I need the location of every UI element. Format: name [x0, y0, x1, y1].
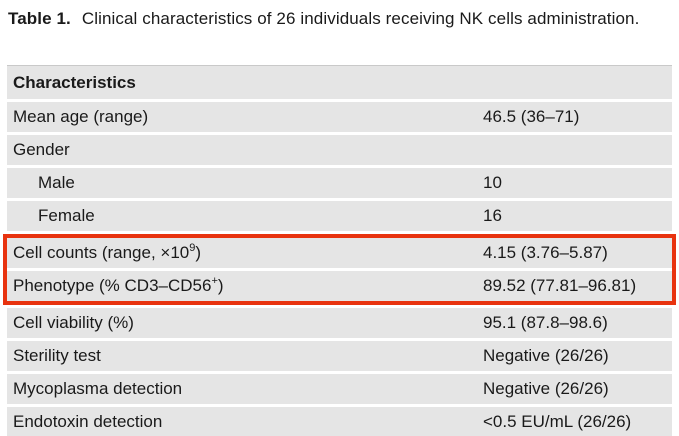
row-value: 16 [483, 206, 502, 225]
row-label-text: Cell counts (range, ×10 [13, 243, 190, 262]
row-label-text: Gender [13, 140, 70, 159]
row-label: Mycoplasma detection [7, 374, 182, 404]
table-row: Sterility test Negative (26/26) [7, 341, 672, 371]
row-value: 95.1 (87.8–98.6) [483, 313, 608, 332]
row-label-text: Mean age (range) [13, 107, 149, 126]
row-label: Gender [7, 135, 70, 165]
row-label: Cell viability (%) [7, 308, 134, 338]
table-row: Endotoxin detection <0.5 EU/mL (26/26) [7, 407, 672, 436]
table-row: Mean age (range) 46.5 (36–71) [7, 102, 672, 132]
table-caption-text: Clinical characteristics of 26 individua… [81, 9, 640, 28]
row-label-superscript: + [211, 275, 218, 287]
row-label-text: Female [38, 206, 95, 225]
row-value: 4.15 (3.76–5.87) [483, 243, 608, 262]
table-row: Gender [7, 135, 672, 165]
row-label: Phenotype (% CD3–CD56+) [7, 271, 224, 301]
row-value: 46.5 (36–71) [483, 107, 580, 126]
row-value: <0.5 EU/mL (26/26) [483, 412, 632, 431]
table-row: Male 10 [7, 168, 672, 198]
row-label: Cell counts (range, ×109) [7, 238, 201, 268]
table-row: Cell counts (range, ×109) 4.15 (3.76–5.87… [7, 238, 672, 268]
row-label: Sterility test [7, 341, 101, 371]
column-header-characteristics: Characteristics [13, 73, 136, 92]
row-value: Negative (26/26) [483, 346, 609, 365]
row-label-superscript: 9 [189, 242, 196, 254]
table-row: Mycoplasma detection Negative (26/26) [7, 374, 672, 404]
highlight-box: Cell counts (range, ×109) 4.15 (3.76–5.87… [3, 234, 676, 305]
row-label-text: Mycoplasma detection [13, 379, 183, 398]
row-label-text: Endotoxin detection [13, 412, 163, 431]
row-label: Endotoxin detection [7, 407, 162, 436]
table-row: Phenotype (% CD3–CD56+) 89.52 (77.81–96.8… [7, 271, 672, 301]
row-label-text: Sterility test [13, 346, 101, 365]
row-value: 89.52 (77.81–96.81) [483, 276, 637, 295]
characteristics-table: Characteristics Mean age (range) 46.5 (36… [3, 65, 676, 436]
row-label-text: ) [195, 243, 202, 262]
row-label: Mean age (range) [7, 102, 148, 132]
table-body: Mean age (range) 46.5 (36–71) Gender Male 10… [3, 102, 676, 436]
row-value: Negative (26/26) [483, 379, 609, 398]
row-label-text: Male [38, 173, 75, 192]
table-row: Cell viability (%) 95.1 (87.8–98.6) [7, 308, 672, 338]
table-caption-label: Table 1. [8, 9, 71, 28]
table-header-row: Characteristics [7, 65, 672, 99]
row-label-text: Cell viability (%) [13, 313, 134, 332]
row-label-text: ) [217, 276, 224, 295]
table-row: Female 16 [7, 201, 672, 231]
row-value: 10 [483, 173, 502, 192]
table-caption: Table 1. Clinical characteristics of 26 i… [0, 0, 673, 31]
row-label: Female [7, 201, 95, 231]
row-label: Male [7, 168, 75, 198]
row-label-text: Phenotype (% CD3–CD56 [13, 276, 212, 295]
